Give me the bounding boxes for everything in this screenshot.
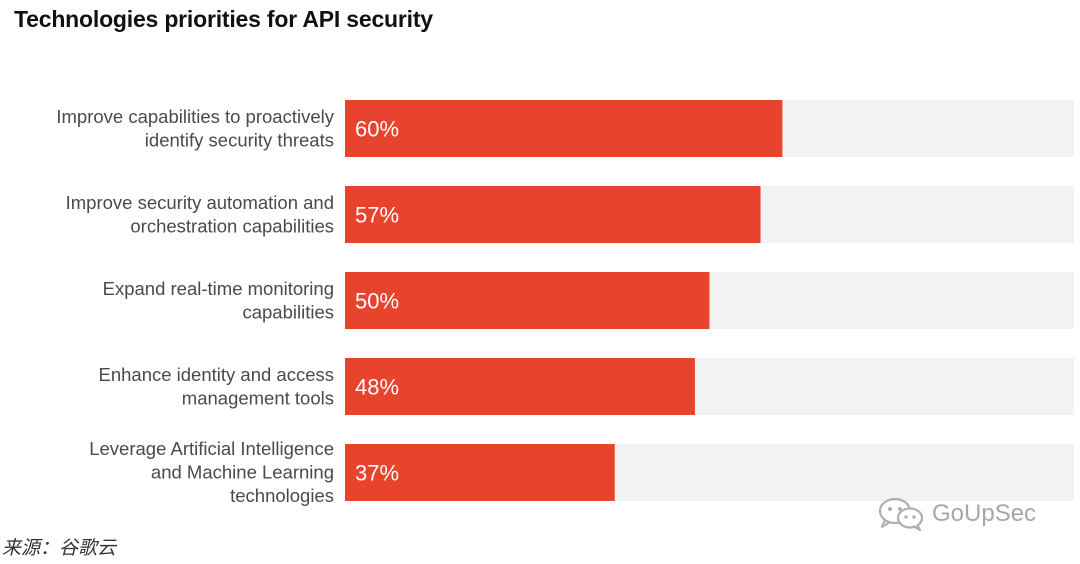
category-label-line: Improve capabilities to proactively <box>56 106 334 127</box>
bar <box>345 272 710 329</box>
data-label: 57% <box>355 203 399 228</box>
chart-title: Technologies priorities for API security <box>14 6 433 32</box>
category-label-line: Improve security automation and <box>66 192 334 213</box>
category-label-line: Enhance identity and access <box>98 364 334 385</box>
category-label-line: Expand real-time monitoring <box>103 278 334 299</box>
data-label: 50% <box>355 289 399 314</box>
data-label: 60% <box>355 117 399 142</box>
bar <box>345 100 783 157</box>
category-label: Improve security automation and orchestra… <box>66 192 334 237</box>
bar <box>345 444 615 501</box>
bar <box>345 186 761 243</box>
category-label-line: identify security threats <box>145 129 334 150</box>
category-label: Improve capabilities to proactively ident… <box>56 106 334 151</box>
watermark: GoUpSec <box>876 496 1036 532</box>
category-label-line: orchestration capabilities <box>130 215 334 236</box>
category-label: Enhance identity and access management to… <box>98 364 334 409</box>
category-label-line: management tools <box>182 387 334 408</box>
category-label: Expand real-time monitoring capabilities <box>103 278 334 323</box>
category-label-line: technologies <box>230 485 334 506</box>
bar <box>345 358 695 415</box>
data-label: 37% <box>355 461 399 486</box>
data-label: 48% <box>355 375 399 400</box>
category-label-line: capabilities <box>242 301 334 322</box>
category-label-line: Leverage Artificial Intelligence <box>89 438 334 459</box>
category-label: Leverage Artificial Intelligence and Mach… <box>89 438 334 506</box>
wechat-icon <box>878 497 924 532</box>
watermark-text: GoUpSec <box>932 500 1037 527</box>
category-label-line: and Machine Learning <box>151 462 334 483</box>
source-caption: 来源：谷歌云 <box>2 537 117 559</box>
